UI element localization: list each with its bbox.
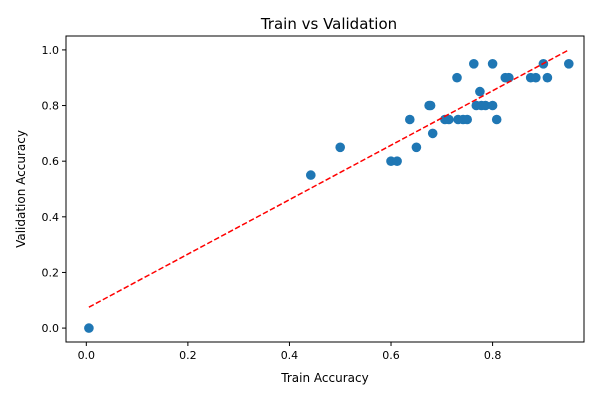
data-point-28 <box>531 72 541 83</box>
data-point-21 <box>480 100 491 111</box>
x-axis: 0.0 0.2 0.4 0.6 0.8 <box>78 342 502 362</box>
data-point-30 <box>542 72 553 83</box>
y-tick-label: 0.4 <box>42 211 60 224</box>
x-tick-label: 0.0 <box>78 349 96 362</box>
data-point-5 <box>392 156 402 166</box>
x-tick-label: 0.6 <box>382 349 400 362</box>
data-point-23 <box>487 100 498 111</box>
data-point-31 <box>564 59 574 69</box>
data-point-24 <box>491 114 502 125</box>
y-tick-label: 0.6 <box>42 155 60 168</box>
data-point-22 <box>487 59 498 69</box>
fit-line <box>88 49 570 308</box>
data-point-7 <box>411 142 422 153</box>
plot-area <box>84 49 574 333</box>
x-axis-label: Train Accuracy <box>280 371 368 385</box>
y-tick-label: 0.2 <box>42 266 60 279</box>
data-point-1 <box>84 323 94 333</box>
y-axis: 0.0 0.2 0.4 0.6 0.8 1.0 <box>42 44 66 335</box>
data-point-17 <box>469 59 479 69</box>
data-point-19 <box>475 86 485 97</box>
data-point-9 <box>425 100 436 111</box>
y-tick-label: 0.8 <box>42 100 60 113</box>
data-point-26 <box>504 72 514 83</box>
plot-frame <box>65 35 585 343</box>
data-point-3 <box>335 142 346 153</box>
data-point-10 <box>427 128 438 139</box>
x-tick-label: 0.8 <box>484 349 502 362</box>
y-axis-label: Validation Accuracy <box>14 130 28 248</box>
chart-title: Train vs Validation <box>260 15 397 33</box>
data-point-2 <box>306 170 316 180</box>
y-tick-label: 1.0 <box>42 44 60 57</box>
x-tick-label: 0.4 <box>281 349 299 362</box>
data-point-12 <box>444 114 454 125</box>
data-point-13 <box>452 72 462 83</box>
data-point-6 <box>405 114 415 125</box>
x-tick-label: 0.2 <box>179 349 197 362</box>
data-point-16 <box>462 114 473 125</box>
y-tick-label: 0.0 <box>42 322 60 335</box>
